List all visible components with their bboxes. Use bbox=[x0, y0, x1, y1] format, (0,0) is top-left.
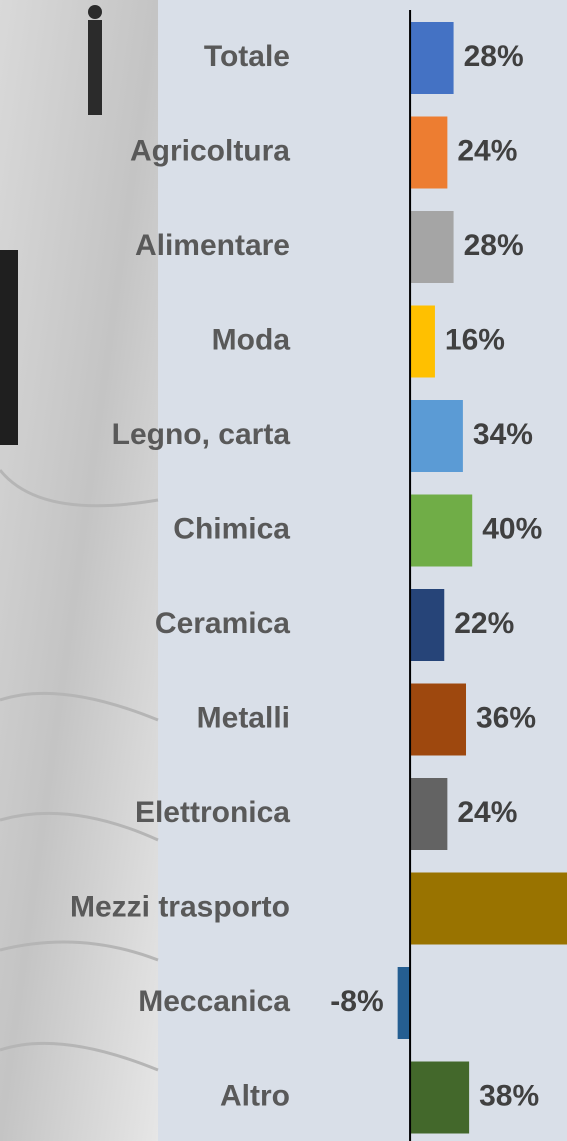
bar bbox=[410, 872, 567, 945]
value-label: 36% bbox=[476, 701, 536, 734]
bar bbox=[410, 589, 445, 661]
bar bbox=[410, 305, 435, 378]
value-label: 34% bbox=[473, 418, 533, 451]
category-label: Agricoltura bbox=[130, 134, 290, 167]
bar bbox=[410, 683, 467, 756]
category-label: Totale bbox=[204, 40, 290, 73]
value-label: 38% bbox=[479, 1079, 539, 1112]
category-label: Chimica bbox=[173, 512, 290, 545]
bar bbox=[410, 22, 454, 94]
value-label: -8% bbox=[330, 985, 383, 1018]
category-label: Elettronica bbox=[135, 796, 290, 829]
category-label: Altro bbox=[220, 1079, 290, 1112]
category-label: Ceramica bbox=[155, 607, 290, 640]
photo bbox=[0, 0, 159, 1141]
bar bbox=[410, 494, 473, 567]
category-label: Moda bbox=[212, 323, 291, 356]
bar bbox=[410, 116, 448, 189]
plot-area bbox=[397, 22, 567, 1134]
category-label: Meccanica bbox=[138, 985, 290, 1018]
category-label: Mezzi trasporto bbox=[70, 890, 290, 923]
bar bbox=[410, 211, 454, 283]
value-label: 40% bbox=[482, 512, 542, 545]
value-label: 22% bbox=[454, 607, 514, 640]
value-label: 28% bbox=[464, 40, 524, 73]
bar bbox=[410, 778, 448, 850]
value-label: 16% bbox=[445, 323, 505, 356]
value-label: 24% bbox=[457, 134, 517, 167]
value-label: 28% bbox=[464, 229, 524, 262]
category-label: Legno, carta bbox=[112, 418, 291, 451]
category-label: Metalli bbox=[197, 701, 290, 734]
value-label: 24% bbox=[457, 796, 517, 829]
category-label: Alimentare bbox=[135, 229, 290, 262]
bar bbox=[410, 400, 463, 472]
bar bbox=[397, 967, 411, 1039]
bar bbox=[410, 1061, 470, 1134]
